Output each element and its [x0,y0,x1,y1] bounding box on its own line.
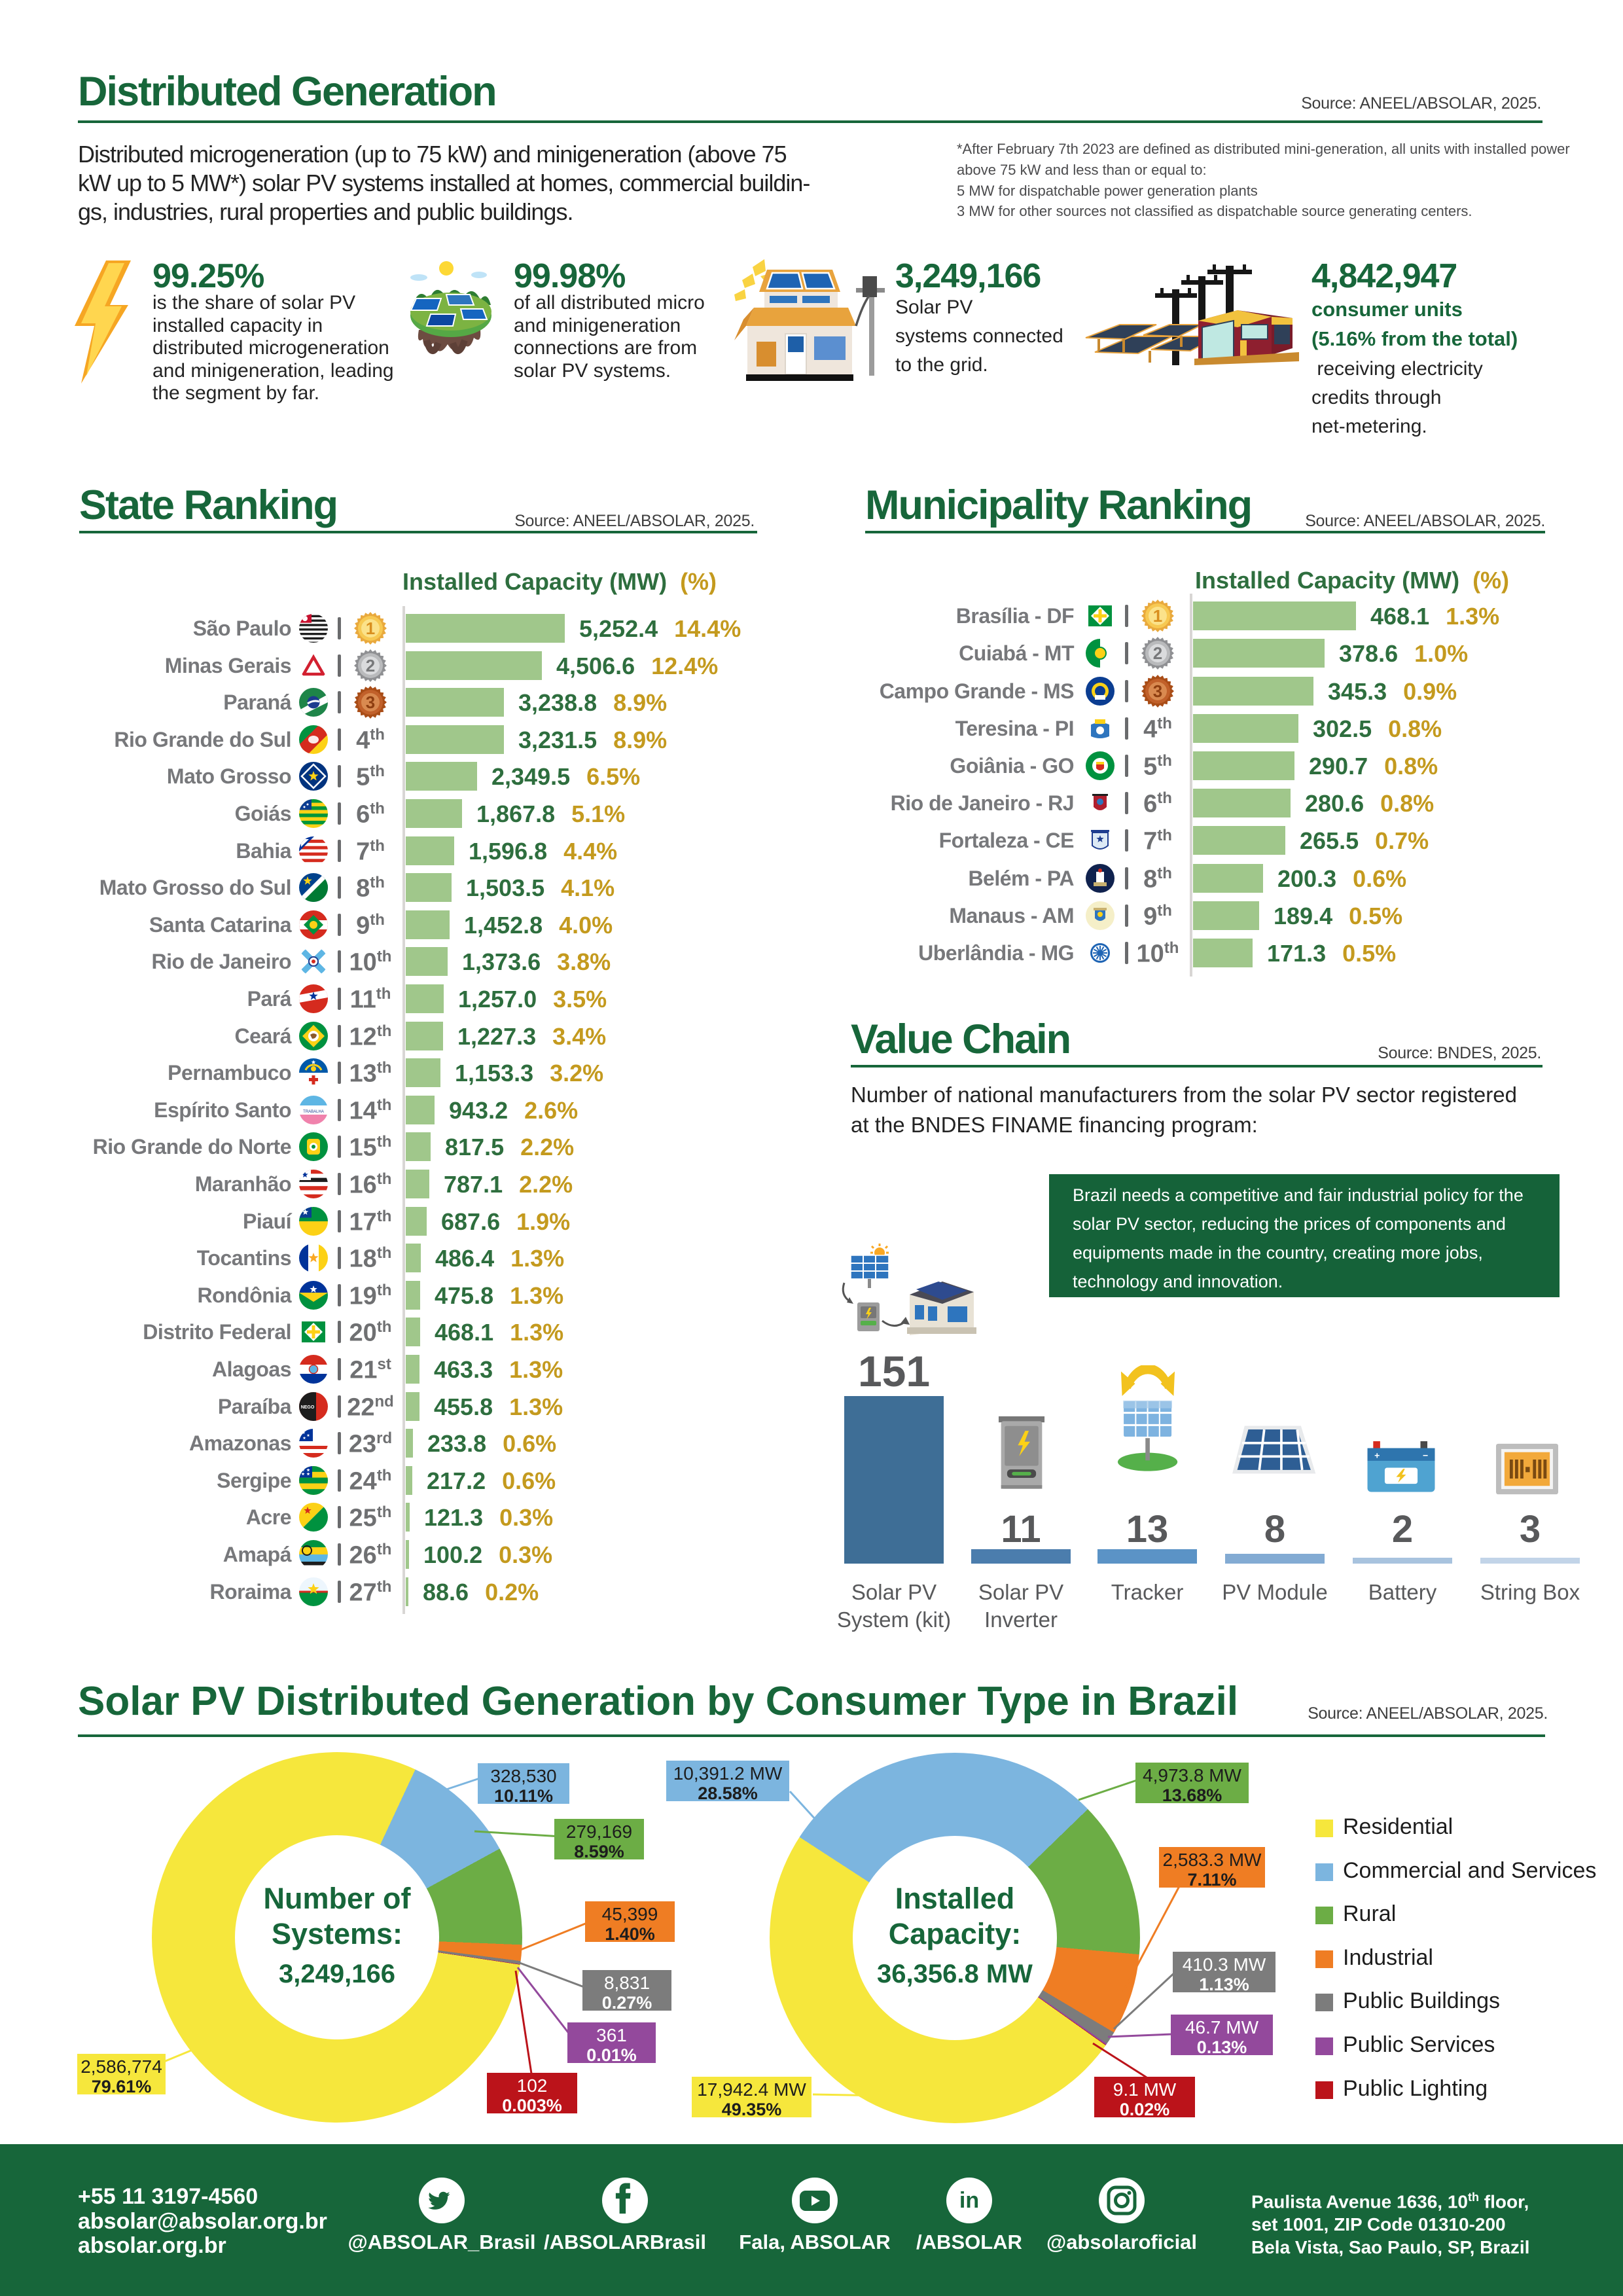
svg-text:3: 3 [366,692,375,712]
svg-text:in: in [959,2188,979,2213]
svg-text:+: + [1374,1450,1380,1460]
svg-text:1: 1 [366,619,375,638]
svg-text:−: − [1423,1450,1428,1460]
svg-text:2: 2 [366,656,375,675]
svg-text:3: 3 [1153,681,1162,701]
svg-text:2: 2 [1153,643,1162,663]
svg-text:1: 1 [1153,606,1162,626]
